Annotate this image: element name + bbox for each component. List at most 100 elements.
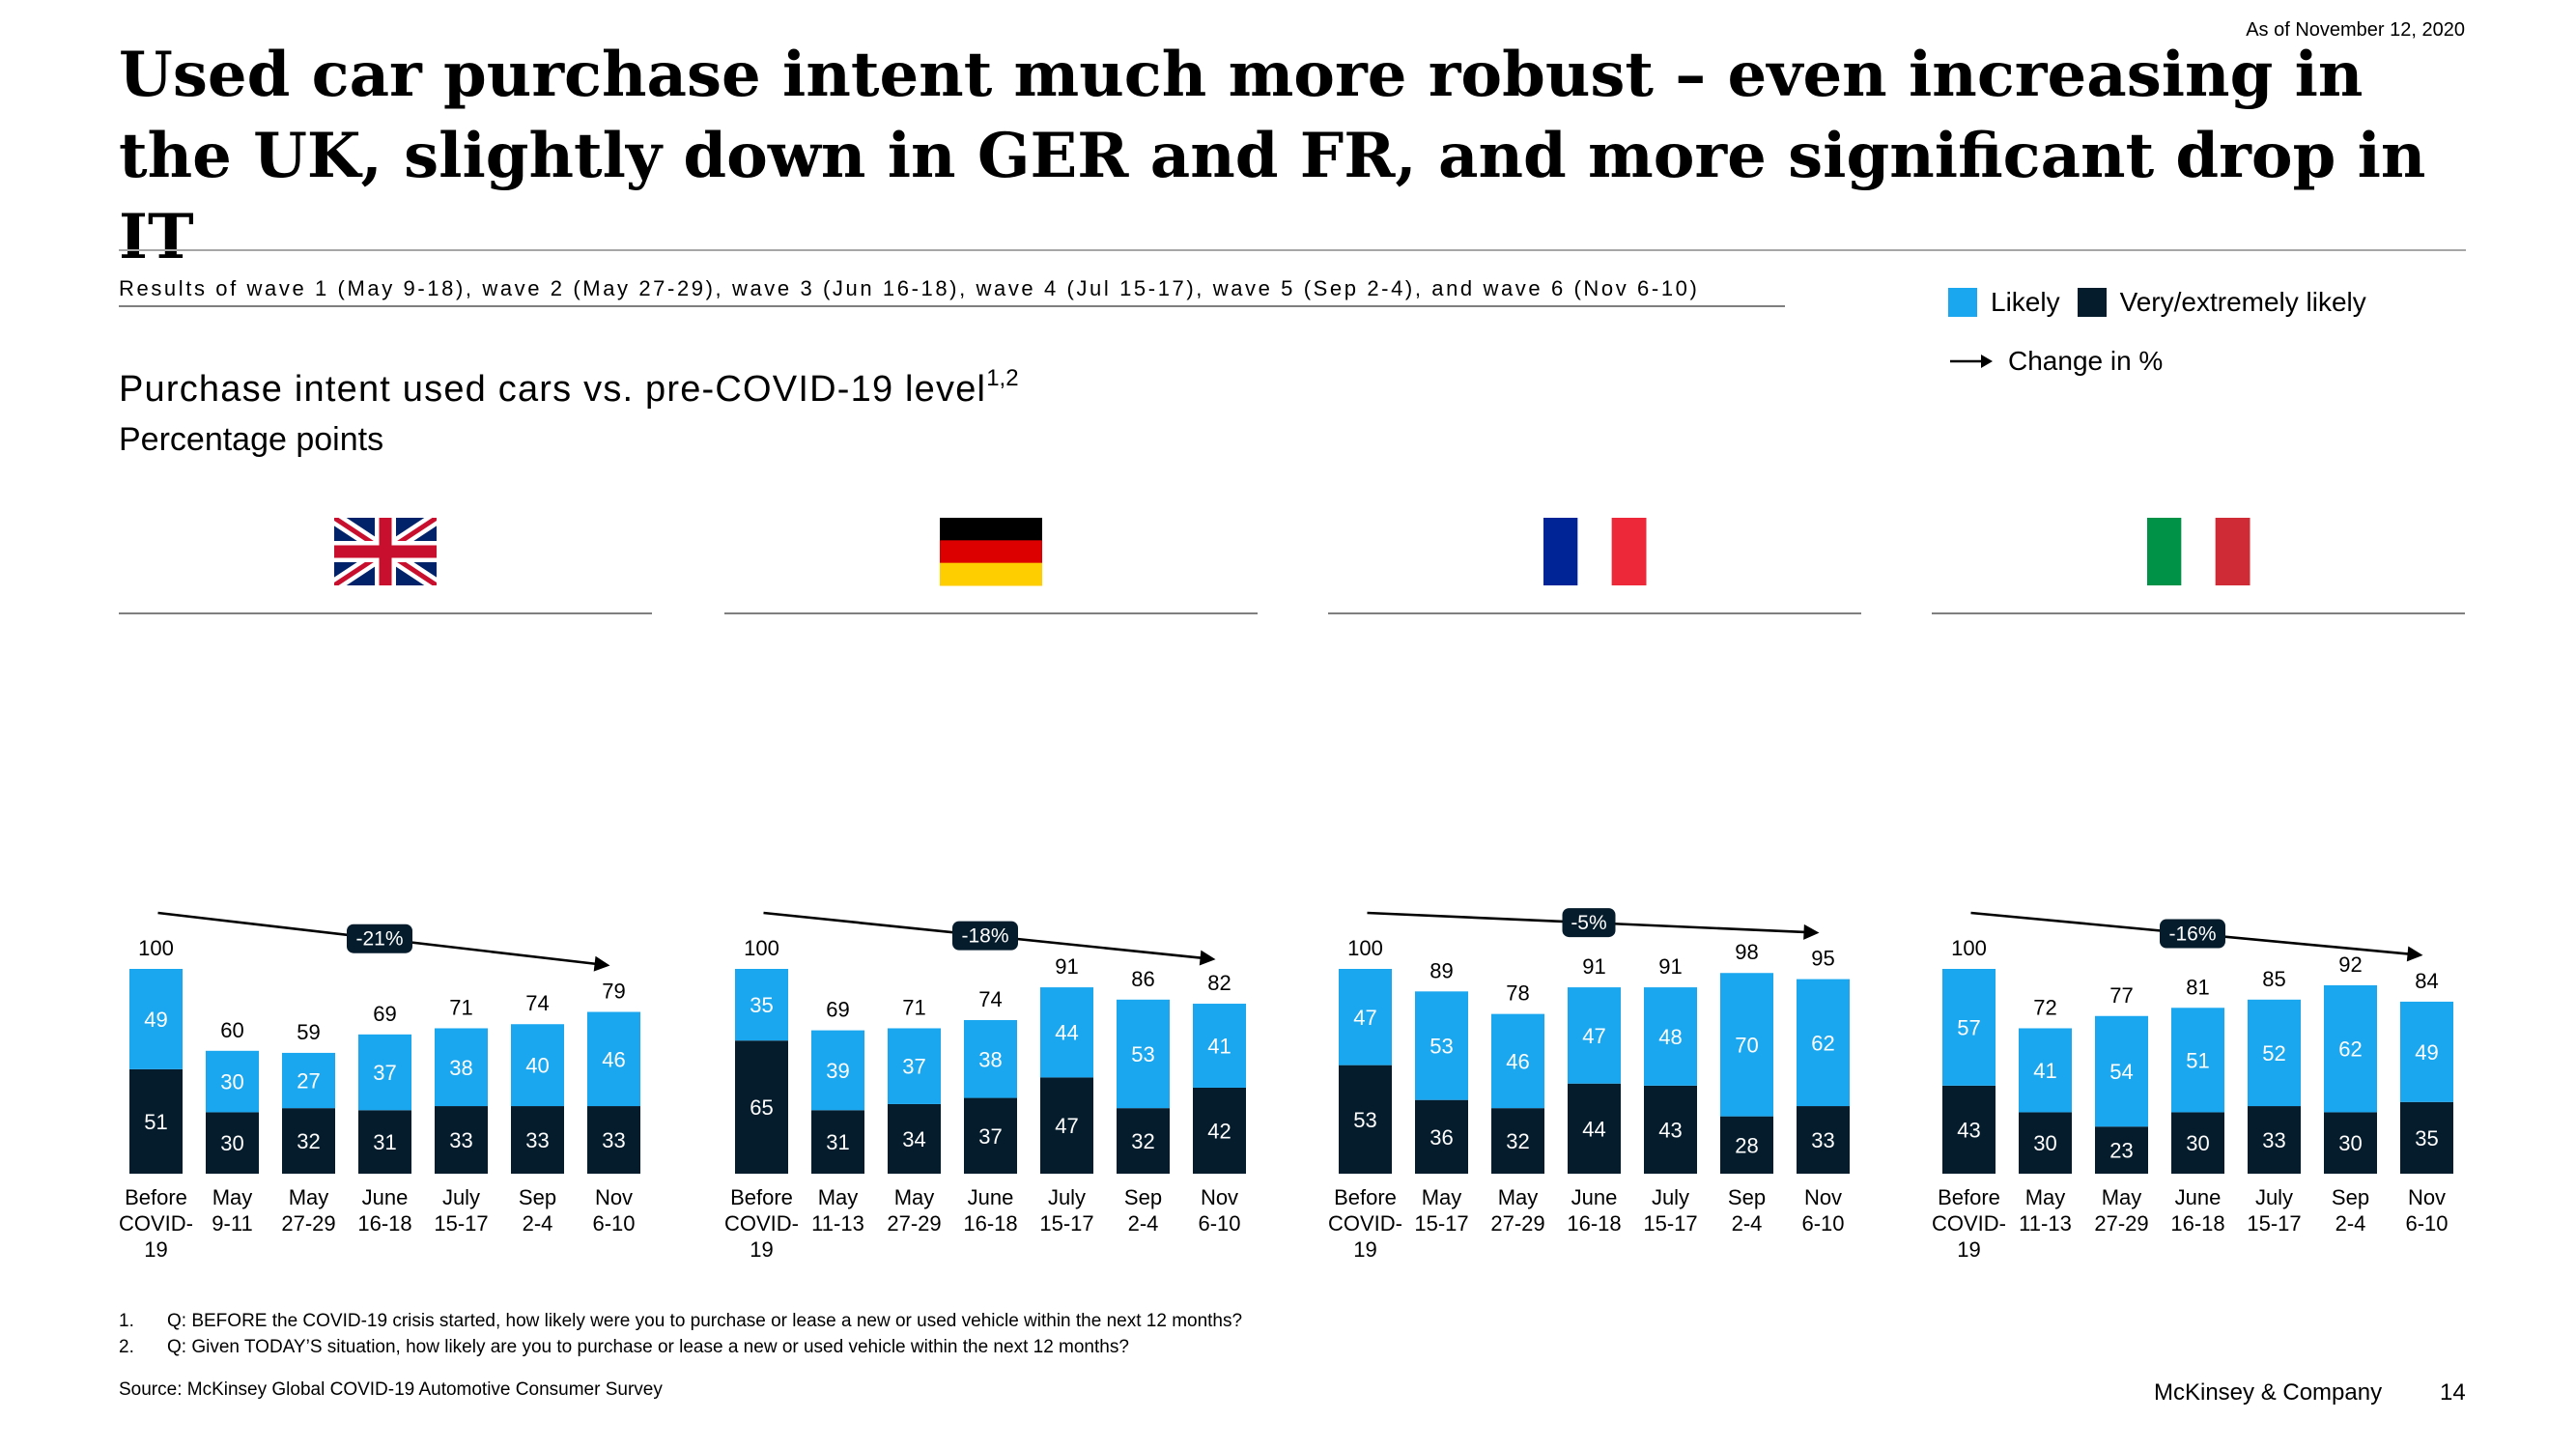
category-label: 2-4 <box>1128 1211 1159 1236</box>
data-label-total: 82 <box>1207 971 1231 995</box>
category-label: May <box>2025 1185 2066 1209</box>
category-label: 6-10 <box>592 1211 635 1236</box>
data-label-likely: 49 <box>2415 1040 2438 1065</box>
flag-stripe <box>940 518 1042 541</box>
trend-arrow-head <box>593 955 610 972</box>
bar-very-likely <box>587 1106 640 1174</box>
data-label-total: 95 <box>1811 947 1834 971</box>
category-label: 19 <box>1957 1237 1980 1262</box>
bar-likely <box>1040 987 1093 1078</box>
data-label-very-likely: 30 <box>2338 1131 2362 1155</box>
bar-likely <box>811 1030 864 1111</box>
data-label-likely: 47 <box>1582 1024 1605 1048</box>
data-label-very-likely: 28 <box>1735 1133 1758 1157</box>
bar-very-likely <box>964 1097 1017 1174</box>
category-label: COVID- <box>724 1211 799 1236</box>
category-label: May <box>818 1185 859 1209</box>
data-label-total: 77 <box>2109 983 2133 1008</box>
bar-very-likely <box>358 1110 411 1174</box>
bar-likely <box>1415 991 1468 1100</box>
data-label-total: 78 <box>1506 981 1529 1006</box>
panel-divider <box>1932 612 2465 614</box>
bar-likely <box>735 969 788 1041</box>
bar-likely <box>282 1052 335 1109</box>
legend: Likely Very/extremely likely Change in % <box>1948 286 2384 376</box>
bar-likely <box>2095 1015 2148 1127</box>
category-label: 2-4 <box>523 1211 553 1236</box>
category-label: 15-17 <box>434 1211 488 1236</box>
data-label-total: 74 <box>525 991 549 1015</box>
data-label-likely: 38 <box>978 1047 1002 1071</box>
category-label: 11-13 <box>2019 1211 2072 1236</box>
bar-likely <box>129 969 183 1069</box>
bar-likely <box>964 1020 1017 1098</box>
bar-very-likely <box>2248 1106 2301 1174</box>
bar-very-likely <box>2324 1112 2377 1174</box>
data-label-likely: 47 <box>1353 1006 1376 1030</box>
flag-cross <box>334 545 437 558</box>
category-label: 16-18 <box>963 1211 1017 1236</box>
data-label-total: 81 <box>2186 975 2209 999</box>
bar-likely <box>358 1034 411 1111</box>
category-label: July <box>2255 1185 2293 1209</box>
data-label-very-likely: 34 <box>902 1127 925 1151</box>
data-label-likely: 57 <box>1957 1015 1980 1039</box>
bar-likely <box>1720 973 1773 1117</box>
data-label-likely: 30 <box>220 1070 243 1094</box>
category-label: May <box>894 1185 935 1209</box>
change-badge-label: -18% <box>961 925 1008 948</box>
brand-name: McKinsey & Company <box>2154 1379 2383 1406</box>
bar-likely <box>2324 984 2377 1113</box>
data-label-total: 71 <box>902 995 925 1019</box>
arrow-right-icon <box>1950 355 1993 368</box>
data-label-very-likely: 37 <box>978 1124 1002 1149</box>
category-label: 2-4 <box>2335 1211 2366 1236</box>
flag-stripe <box>1611 518 1647 585</box>
bar-very-likely <box>1339 1065 1392 1174</box>
bar-very-likely <box>129 1068 183 1174</box>
data-label-likely: 62 <box>2338 1037 2362 1062</box>
chart-subtitle-footnote-ref: 1,2 <box>986 365 1019 391</box>
category-label: 27-29 <box>281 1211 335 1236</box>
data-label-likely: 70 <box>1735 1033 1758 1057</box>
chart-panel-germany: 6535100BeforeCOVID-19313969May11-1334377… <box>724 518 1258 1262</box>
data-label-total: 91 <box>1582 954 1605 979</box>
category-label: 16-18 <box>357 1211 411 1236</box>
category-label: July <box>1652 1185 1689 1209</box>
data-label-likely: 37 <box>902 1055 925 1079</box>
footnote-1: 1. Q: BEFORE the COVID-19 crisis started… <box>119 1308 1242 1334</box>
data-label-total: 100 <box>744 936 779 960</box>
page-title: Used car purchase intent much more robus… <box>119 39 2426 273</box>
data-label-total: 100 <box>138 936 174 960</box>
bar-likely <box>1117 999 1170 1109</box>
uk-flag-icon <box>334 518 437 585</box>
page-number: 14 <box>2440 1379 2466 1406</box>
data-label-very-likely: 33 <box>1811 1128 1834 1152</box>
data-label-total: 98 <box>1735 940 1758 964</box>
waves-note: Results of wave 1 (May 9-18), wave 2 (Ma… <box>119 276 1700 300</box>
bar-very-likely <box>1040 1077 1093 1174</box>
data-label-total: 71 <box>449 995 472 1019</box>
data-label-total: 72 <box>2033 995 2056 1019</box>
bar-likely <box>1491 1013 1544 1109</box>
category-label: July <box>442 1185 480 1209</box>
germany-flag-icon <box>940 518 1042 586</box>
category-label: 6-10 <box>1198 1211 1240 1236</box>
data-label-total: 79 <box>602 980 625 1004</box>
footnote-number: 2. <box>119 1337 134 1357</box>
category-label: COVID- <box>1932 1211 2006 1236</box>
category-label: Before <box>125 1185 187 1209</box>
data-label-very-likely: 23 <box>2109 1139 2133 1163</box>
